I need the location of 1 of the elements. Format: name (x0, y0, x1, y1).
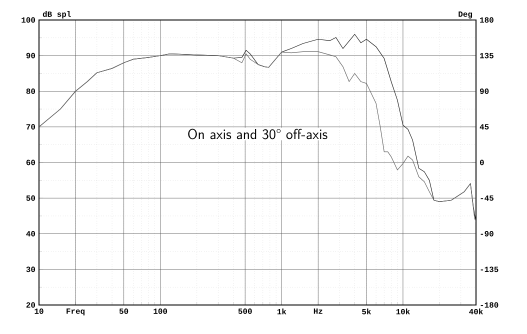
annotation: On axis and 30° off-axis (188, 128, 328, 140)
